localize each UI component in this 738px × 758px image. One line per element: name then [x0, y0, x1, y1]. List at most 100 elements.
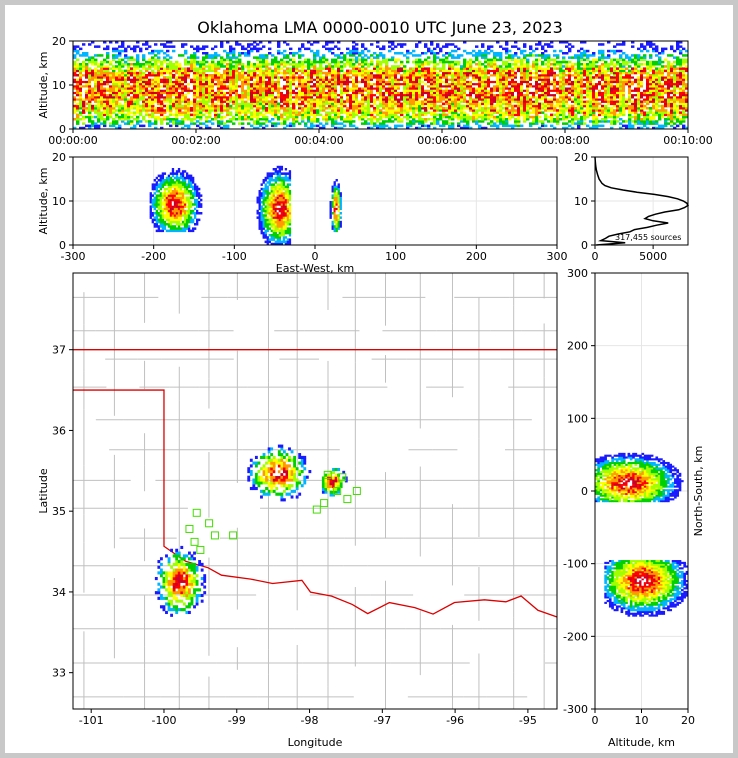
density-cell — [427, 102, 431, 106]
density-cell — [409, 80, 413, 84]
density-cell — [196, 96, 200, 99]
density-cell — [175, 93, 179, 97]
density-cell — [151, 52, 155, 55]
density-cell — [187, 56, 191, 59]
density-cell — [82, 89, 86, 92]
density-cell — [136, 91, 140, 95]
density-cell — [397, 67, 401, 70]
density-cell — [361, 87, 365, 90]
density-cell — [346, 82, 350, 86]
density-cell — [496, 54, 500, 57]
density-cell — [481, 69, 485, 73]
density-cell — [547, 78, 551, 81]
density-cell — [526, 76, 530, 79]
density-cell — [424, 71, 428, 75]
density-cell — [361, 107, 365, 110]
density-cell — [517, 58, 521, 62]
density-cell — [418, 89, 422, 92]
density-cell — [313, 69, 317, 73]
density-cell — [526, 89, 530, 92]
density-cell — [514, 58, 518, 62]
density-cell — [493, 60, 497, 64]
density-cell — [499, 118, 503, 121]
density-cell — [97, 100, 101, 103]
density-cell — [412, 85, 416, 88]
density-cell — [508, 82, 512, 86]
density-cell — [223, 107, 227, 110]
density-cell — [520, 85, 524, 88]
density-cell — [526, 109, 530, 112]
density-cell — [184, 96, 188, 99]
density-cell — [319, 63, 323, 66]
density-cell — [352, 89, 356, 92]
density-cell — [202, 113, 206, 117]
density-cell — [529, 91, 533, 95]
density-cell — [145, 102, 149, 106]
density-cell — [415, 96, 419, 99]
density-cell — [331, 96, 335, 99]
density-cell — [475, 87, 479, 90]
density-cell — [373, 56, 377, 59]
density-cell — [370, 71, 374, 75]
density-cell — [370, 82, 374, 86]
density-cell — [535, 104, 539, 108]
density-cell — [550, 41, 554, 44]
density-cell — [73, 109, 77, 112]
density-cell — [394, 115, 398, 119]
density-cell — [154, 93, 158, 97]
density-cell — [253, 87, 257, 90]
density-cell — [130, 80, 134, 84]
density-cell — [475, 58, 479, 62]
density-cell — [115, 67, 119, 70]
density-cell — [97, 113, 101, 117]
density-cell — [253, 122, 257, 125]
density-cell — [277, 111, 281, 114]
density-cell — [169, 109, 173, 112]
density-cell — [166, 41, 170, 44]
density-cell — [355, 111, 359, 114]
density-cell — [451, 91, 455, 95]
density-cell — [226, 98, 230, 101]
density-cell — [286, 111, 290, 114]
density-cell — [553, 109, 557, 112]
density-cell — [388, 104, 392, 108]
density-cell — [571, 113, 575, 117]
density-cell — [493, 63, 497, 66]
density-cell — [109, 63, 113, 66]
density-cell — [178, 93, 182, 97]
density-cell — [253, 120, 257, 123]
density-cell — [253, 80, 257, 84]
density-cell — [115, 89, 119, 92]
density-cell — [232, 87, 236, 90]
density-cell — [118, 60, 122, 64]
density-cell — [247, 45, 251, 48]
density-cell — [568, 107, 572, 110]
density-cell — [403, 89, 407, 92]
density-cell — [124, 122, 128, 125]
density-cell — [310, 87, 314, 90]
density-cell — [76, 78, 80, 81]
density-cell — [412, 71, 416, 75]
density-cell — [166, 67, 170, 70]
density-cell — [373, 107, 377, 110]
density-cell — [409, 85, 413, 88]
density-cell — [418, 113, 422, 117]
density-cell — [577, 82, 581, 86]
density-cell — [232, 115, 236, 119]
density-cell — [175, 107, 179, 110]
density-cell — [547, 93, 551, 97]
density-cell — [193, 54, 197, 57]
density-cell — [253, 100, 257, 103]
density-cell — [343, 65, 347, 68]
density-cell — [370, 76, 374, 79]
density-cell — [376, 120, 380, 123]
density-cell — [445, 93, 449, 97]
density-cell — [484, 115, 488, 119]
density-cell — [181, 54, 185, 57]
density-cell — [292, 111, 296, 114]
density-cell — [151, 93, 155, 97]
density-cell — [247, 122, 251, 125]
density-cell — [550, 107, 554, 110]
density-cell — [301, 115, 305, 119]
density-cell — [196, 63, 200, 66]
